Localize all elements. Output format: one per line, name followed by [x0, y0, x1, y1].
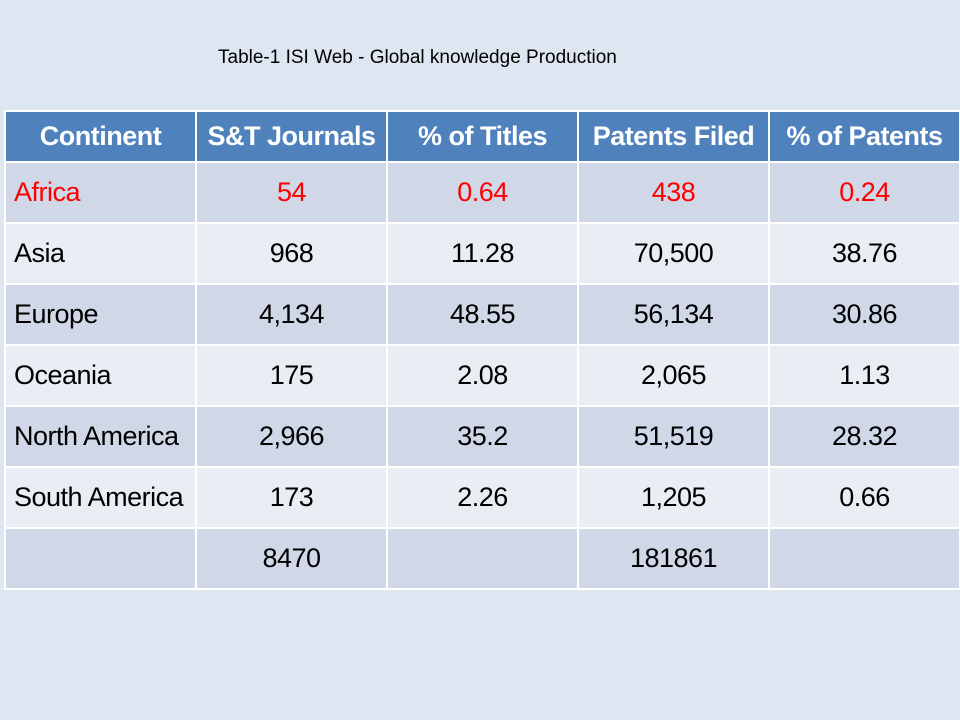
table-cell: Oceania — [4, 344, 197, 407]
table-cell: 70,500 — [577, 222, 770, 285]
table-cell: 51,519 — [577, 405, 770, 468]
total-patents-cell: 181861 — [577, 527, 770, 590]
table-cell: 38.76 — [768, 222, 960, 285]
table-cell: 0.66 — [768, 466, 960, 529]
table-cell: Asia — [4, 222, 197, 285]
column-header-journals: S&T Journals — [195, 110, 388, 163]
column-header-patents-percent: % of Patents — [768, 110, 960, 163]
table-cell: Europe — [4, 283, 197, 346]
table-cell: North America — [4, 405, 197, 468]
page-title: Table-1 ISI Web - Global knowledge Produ… — [218, 47, 617, 68]
table-cell: 438 — [577, 161, 770, 224]
table-cell: 175 — [195, 344, 388, 407]
table-cell: 28.32 — [768, 405, 960, 468]
table-row-africa: Africa 54 0.64 438 0.24 — [4, 161, 960, 224]
table-row-europe: Europe 4,134 48.55 56,134 30.86 — [4, 283, 960, 346]
table-cell: 2.26 — [386, 466, 579, 529]
table-cell: 48.55 — [386, 283, 579, 346]
table-cell: 173 — [195, 466, 388, 529]
table-row-oceania: Oceania 175 2.08 2,065 1.13 — [4, 344, 960, 407]
table-cell: 4,134 — [195, 283, 388, 346]
table-cell: 30.86 — [768, 283, 960, 346]
table-cell: 1.13 — [768, 344, 960, 407]
table-cell — [768, 527, 960, 590]
total-journals-cell: 8470 — [195, 527, 388, 590]
table-cell — [386, 527, 579, 590]
table-cell: 54 — [195, 161, 388, 224]
knowledge-production-table: Continent S&T Journals % of Titles Paten… — [4, 110, 960, 590]
column-header-titles-percent: % of Titles — [386, 110, 579, 163]
table-cell: 2,065 — [577, 344, 770, 407]
table-cell: 968 — [195, 222, 388, 285]
table-cell — [4, 527, 197, 590]
table-row-asia: Asia 968 11.28 70,500 38.76 — [4, 222, 960, 285]
table-cell: Africa — [4, 161, 197, 224]
table-cell: 56,134 — [577, 283, 770, 346]
table-cell: 1,205 — [577, 466, 770, 529]
table-cell: 11.28 — [386, 222, 579, 285]
column-header-continent: Continent — [4, 110, 197, 163]
table-cell: 2.08 — [386, 344, 579, 407]
table-row-south-america: South America 173 2.26 1,205 0.66 — [4, 466, 960, 529]
table-row-north-america: North America 2,966 35.2 51,519 28.32 — [4, 405, 960, 468]
table-cell: 2,966 — [195, 405, 388, 468]
table-header-row: Continent S&T Journals % of Titles Paten… — [4, 110, 960, 163]
table-cell: 0.64 — [386, 161, 579, 224]
table-cell: 0.24 — [768, 161, 960, 224]
table-cell: South America — [4, 466, 197, 529]
column-header-patents: Patents Filed — [577, 110, 770, 163]
table-cell: 35.2 — [386, 405, 579, 468]
table-row-totals: 8470 181861 — [4, 527, 960, 590]
